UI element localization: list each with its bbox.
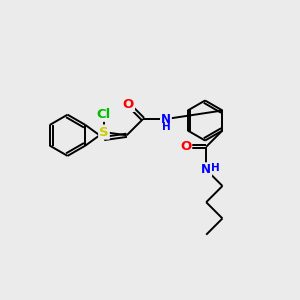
Text: S: S [99,126,109,139]
Text: O: O [180,140,191,153]
Text: N: N [201,163,211,176]
Text: O: O [123,98,134,111]
Text: Cl: Cl [97,108,111,121]
Text: H: H [211,163,219,173]
Text: N: N [161,112,171,125]
Text: H: H [162,122,170,132]
